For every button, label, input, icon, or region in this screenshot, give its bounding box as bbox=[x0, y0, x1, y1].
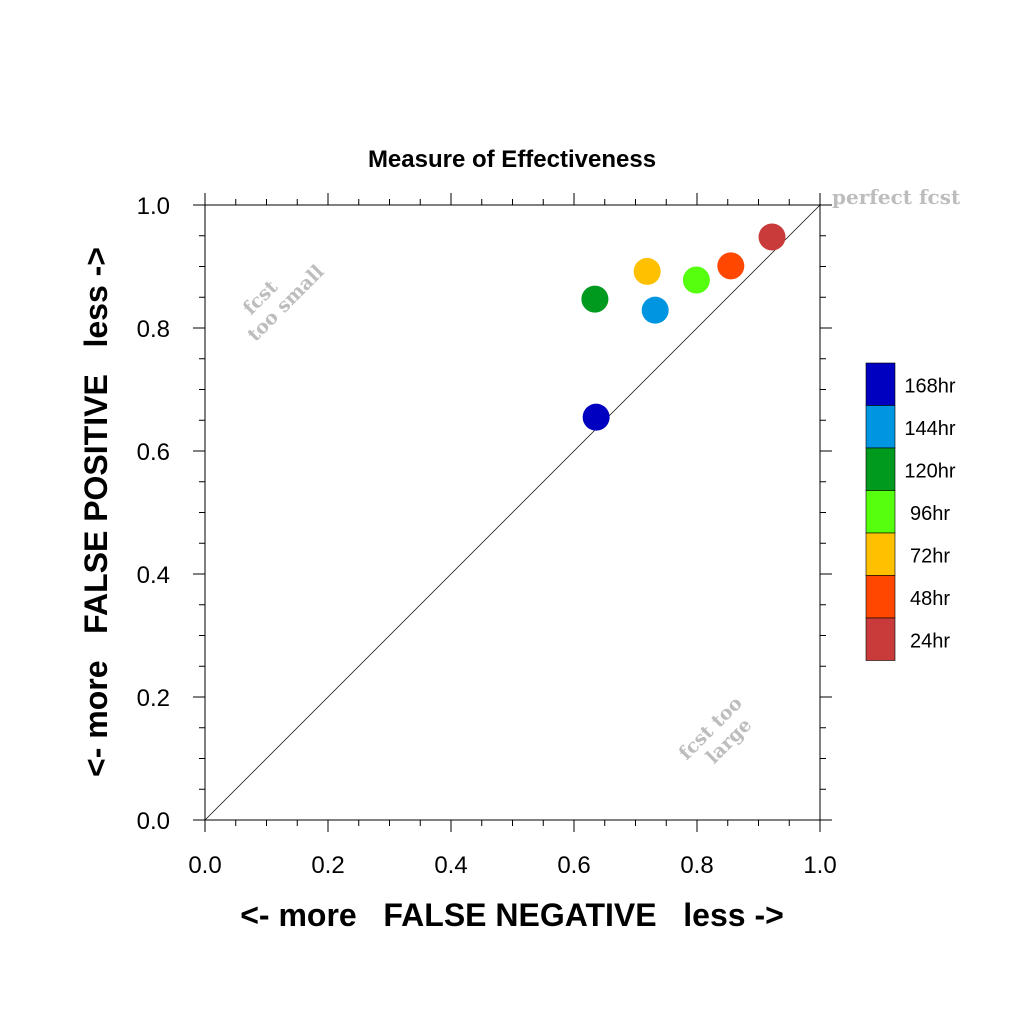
y-tick-label: 0.8 bbox=[137, 316, 170, 343]
legend-label-48hr: 48hr bbox=[910, 588, 950, 610]
point-48hr bbox=[717, 252, 745, 280]
legend-swatch-144hr bbox=[865, 405, 896, 449]
point-72hr bbox=[633, 257, 661, 285]
legend-label-24hr: 24hr bbox=[910, 630, 950, 652]
data-points bbox=[581, 223, 786, 431]
x-axis-label: <- more FALSE NEGATIVE less -> bbox=[240, 897, 784, 933]
point-24hr bbox=[758, 223, 786, 251]
legend-swatch-24hr bbox=[865, 617, 896, 661]
x-tick-label: 0.8 bbox=[680, 852, 713, 879]
y-tick-label: 0.6 bbox=[137, 439, 170, 466]
x-tick-label: 0.0 bbox=[188, 852, 221, 879]
annotation-perfect-fcst: perfect fcst bbox=[832, 185, 961, 209]
x-tick-label: 0.2 bbox=[311, 852, 344, 879]
legend-swatch-72hr bbox=[865, 532, 896, 576]
legend-swatch-48hr bbox=[865, 575, 896, 619]
axis-tick-labels: 0.0 0.2 0.4 0.6 0.8 1.0 0.0 0.2 0.4 0.6 0.8 1.0 bbox=[137, 193, 837, 879]
legend-label-120hr: 120hr bbox=[904, 460, 955, 482]
x-tick-label: 1.0 bbox=[803, 852, 836, 879]
axis-ticks bbox=[193, 193, 832, 832]
y-tick-label: 1.0 bbox=[137, 193, 170, 220]
legend-label-96hr: 96hr bbox=[910, 503, 950, 525]
legend-swatch-96hr bbox=[865, 490, 896, 534]
point-120hr bbox=[581, 285, 609, 313]
x-tick-label: 0.4 bbox=[434, 852, 467, 879]
legend-swatch-120hr bbox=[865, 447, 896, 491]
point-144hr bbox=[641, 296, 669, 324]
legend-label-144hr: 144hr bbox=[904, 418, 955, 440]
annotation-too-large: fcst too large bbox=[675, 692, 757, 768]
y-axis-label: <- more FALSE POSITIVE less -> bbox=[78, 247, 114, 777]
y-tick-label: 0.0 bbox=[137, 808, 170, 835]
x-tick-label: 0.6 bbox=[557, 852, 590, 879]
point-168hr bbox=[582, 403, 610, 431]
y-tick-label: 0.2 bbox=[137, 685, 170, 712]
chart-title: Measure of Effectiveness bbox=[368, 146, 656, 173]
legend: 168hr 144hr 120hr 96hr 72hr 48hr 24hr bbox=[865, 362, 956, 661]
legend-label-72hr: 72hr bbox=[910, 545, 950, 567]
legend-swatch-168hr bbox=[865, 362, 896, 406]
point-96hr bbox=[682, 266, 710, 294]
annotation-too-small: fcst too small bbox=[239, 261, 329, 346]
y-tick-label: 0.4 bbox=[137, 562, 170, 589]
perfect-diagonal-line bbox=[204, 204, 821, 821]
legend-label-168hr: 168hr bbox=[904, 375, 955, 397]
